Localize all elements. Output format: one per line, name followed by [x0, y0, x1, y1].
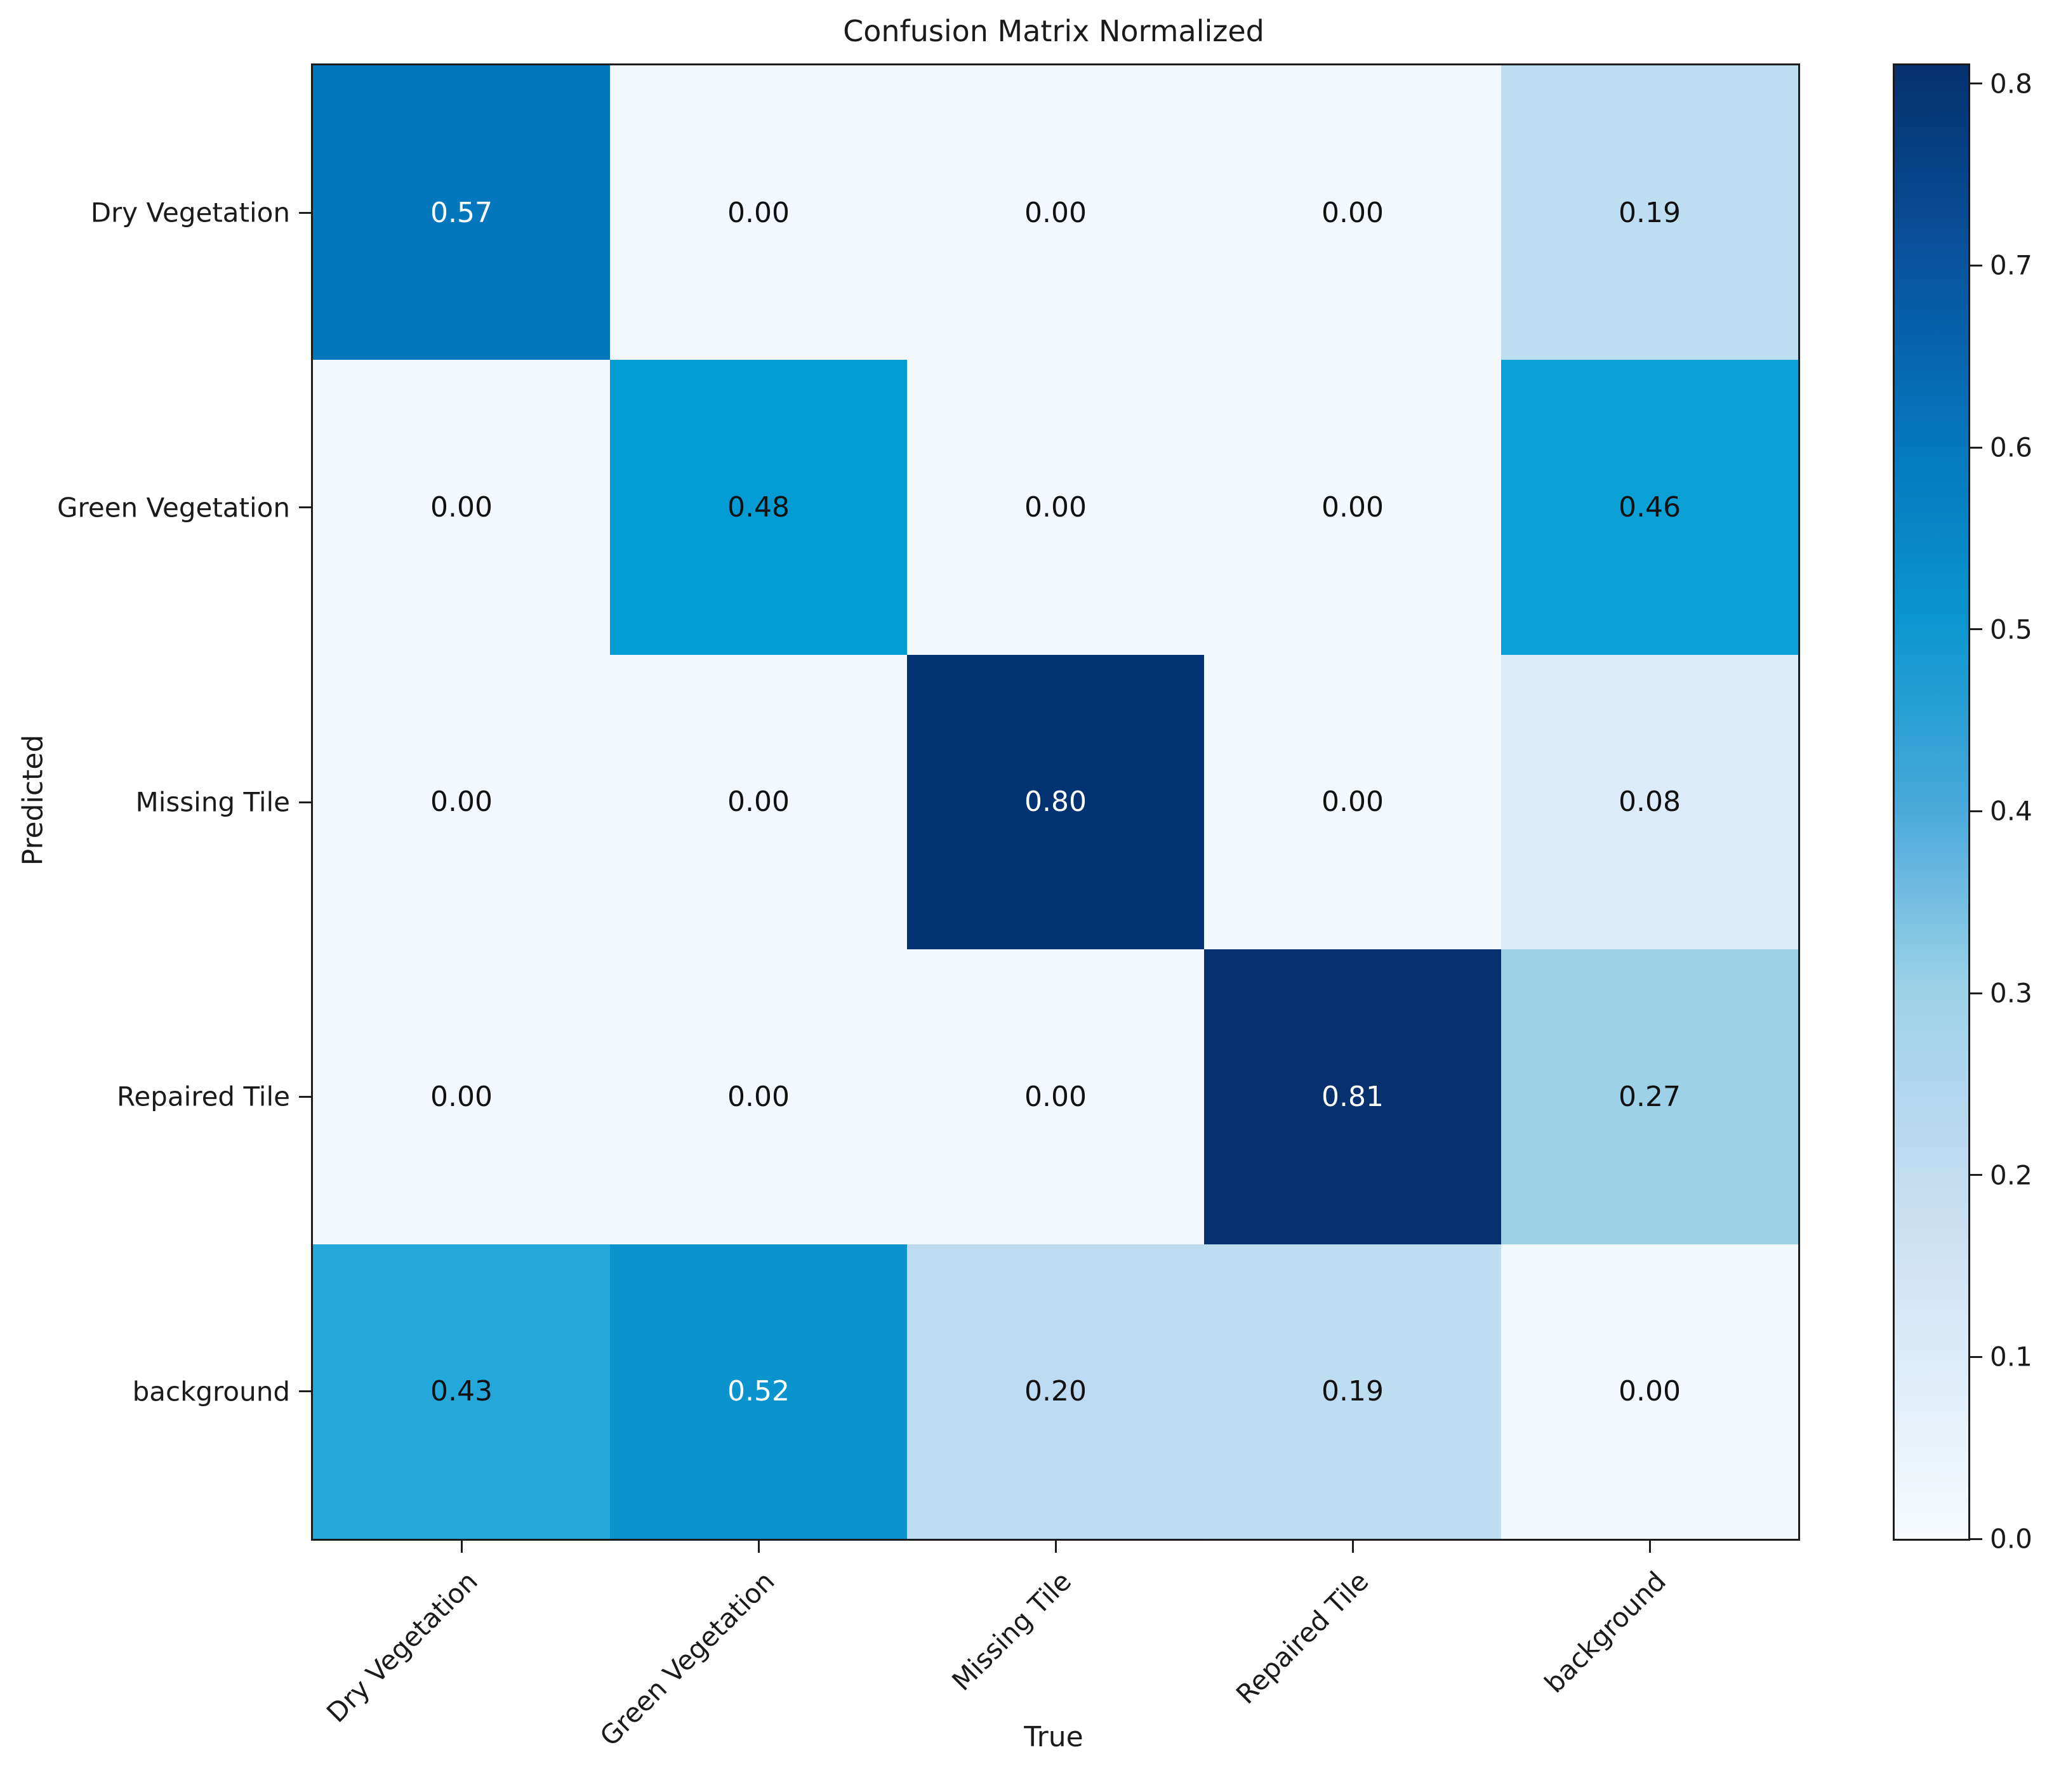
cell-value-label: 0.46 — [1619, 491, 1681, 524]
cell-value-label: 0.00 — [1024, 491, 1087, 524]
heatmap-cell: 0.00 — [610, 654, 907, 950]
x-axis-tick — [460, 1539, 463, 1553]
heatmap-cell: 0.46 — [1501, 360, 1798, 655]
heatmap-cell: 0.00 — [313, 360, 610, 655]
cell-value-label: 0.81 — [1322, 1080, 1384, 1113]
colorbar: 0.0 0.1 0.2 0.3 0.4 0.5 0.6 0.7 0.8 — [1893, 63, 2032, 1555]
colorbar-tick-label: 0.2 — [1990, 1159, 2032, 1191]
heatmap-cell: 0.57 — [313, 65, 610, 360]
y-axis-tick — [299, 506, 313, 509]
heatmap-cell: 0.00 — [907, 360, 1204, 655]
x-tick-label: Repaired Tile — [1229, 1565, 1375, 1710]
heatmap-cell: 0.00 — [610, 65, 907, 360]
heatmap-cell: 0.00 — [907, 65, 1204, 360]
cell-value-label: 0.43 — [430, 1375, 493, 1408]
cell-value-label: 0.19 — [1619, 196, 1681, 229]
colorbar-tick — [1968, 810, 1982, 812]
heatmap-cell: 0.20 — [907, 1244, 1204, 1539]
cell-value-label: 0.19 — [1322, 1375, 1384, 1408]
heatmap-cell: 0.08 — [1501, 654, 1798, 950]
x-axis-title: True — [1024, 1721, 1083, 1753]
cell-value-label: 0.00 — [727, 196, 790, 229]
cell-value-label: 0.00 — [430, 1080, 493, 1113]
y-axis-tick — [299, 211, 313, 214]
heatmap-cell: 0.27 — [1501, 949, 1798, 1244]
colorbar-tick-label: 0.4 — [1990, 795, 2032, 827]
cell-value-label: 0.00 — [727, 1080, 790, 1113]
colorbar-tick-label: 0.5 — [1990, 614, 2032, 645]
cell-value-label: 0.00 — [1024, 1080, 1087, 1113]
colorbar-tick — [1968, 1538, 1982, 1540]
heatmap-cell: 0.19 — [1501, 65, 1798, 360]
colorbar-tick-label: 0.6 — [1990, 432, 2032, 463]
cell-value-label: 0.00 — [1024, 196, 1087, 229]
heatmap-cell: 0.43 — [313, 1244, 610, 1539]
heatmap-plot-area: 0.57 0.00 0.00 0.00 0.19 0.00 0.48 0.00 0.00 0.46… — [57, 63, 1800, 1752]
heatmap-cell: 0.52 — [610, 1244, 907, 1539]
colorbar-tick-label: 0.1 — [1990, 1341, 2032, 1373]
cell-value-label: 0.00 — [1322, 786, 1384, 819]
x-tick-label: Dry Vegetation — [320, 1565, 484, 1729]
colorbar-tick — [1968, 628, 1982, 631]
colorbar-tick — [1968, 1174, 1982, 1176]
y-tick-label: background — [132, 1376, 290, 1407]
y-tick-label: Repaired Tile — [117, 1081, 290, 1112]
colorbar-tick — [1968, 82, 1982, 85]
y-axis-tick — [299, 1390, 313, 1393]
colorbar-tick-label: 0.0 — [1990, 1523, 2032, 1555]
heatmap-cell: 0.00 — [313, 654, 610, 950]
heatmap-cell: 0.00 — [907, 949, 1204, 1244]
y-axis-tick — [299, 801, 313, 803]
heatmap-cell: 0.19 — [1204, 1244, 1501, 1539]
cell-value-label: 0.20 — [1024, 1375, 1087, 1408]
x-tick-label: background — [1538, 1565, 1672, 1699]
cell-value-label: 0.52 — [727, 1375, 790, 1408]
cell-value-label: 0.00 — [430, 491, 493, 524]
x-tick-label: Missing Tile — [946, 1565, 1078, 1697]
heatmap-grid: 0.57 0.00 0.00 0.00 0.19 0.00 0.48 0.00 0.00 0.46… — [313, 65, 1798, 1539]
x-axis-tick — [1351, 1539, 1354, 1553]
colorbar-tick-label: 0.3 — [1990, 977, 2032, 1009]
colorbar-tick — [1968, 992, 1982, 994]
y-axis-tick — [299, 1095, 313, 1098]
heatmap-cell: 0.00 — [610, 949, 907, 1244]
cell-value-label: 0.08 — [1619, 786, 1681, 819]
heatmap-cell: 0.00 — [1204, 360, 1501, 655]
cell-value-label: 0.00 — [1322, 196, 1384, 229]
colorbar-tick — [1968, 264, 1982, 267]
colorbar-tick — [1968, 446, 1982, 449]
y-tick-label: Missing Tile — [135, 786, 290, 818]
y-axis-title: Predicted — [17, 734, 50, 866]
cell-value-label: 0.57 — [430, 196, 493, 229]
heatmap-cell: 0.00 — [1501, 1244, 1798, 1539]
heatmap-cell: 0.00 — [1204, 654, 1501, 950]
heatmap-cell: 0.48 — [610, 360, 907, 655]
cell-value-label: 0.48 — [727, 491, 790, 524]
colorbar-tick — [1968, 1355, 1982, 1358]
x-axis-tick — [1648, 1539, 1651, 1553]
heatmap-cell: 0.00 — [313, 949, 610, 1244]
x-axis-tick — [1054, 1539, 1057, 1553]
colorbar-tick-label: 0.7 — [1990, 249, 2032, 281]
y-tick-label: Dry Vegetation — [90, 197, 290, 228]
cell-value-label: 0.00 — [1322, 491, 1384, 524]
x-axis-tick — [757, 1539, 760, 1553]
cell-value-label: 0.00 — [727, 786, 790, 819]
cell-value-label: 0.27 — [1619, 1080, 1681, 1113]
cell-value-label: 0.80 — [1024, 786, 1087, 819]
heatmap-cell: 0.81 — [1204, 949, 1501, 1244]
heatmap-cell: 0.80 — [907, 654, 1204, 950]
heatmap-cell: 0.00 — [1204, 65, 1501, 360]
chart-title: Confusion Matrix Normalized — [843, 14, 1264, 48]
y-tick-label: Green Vegetation — [56, 492, 290, 524]
cell-value-label: 0.00 — [1619, 1375, 1681, 1408]
colorbar-tick-label: 0.8 — [1990, 68, 2032, 100]
cell-value-label: 0.00 — [430, 786, 493, 819]
